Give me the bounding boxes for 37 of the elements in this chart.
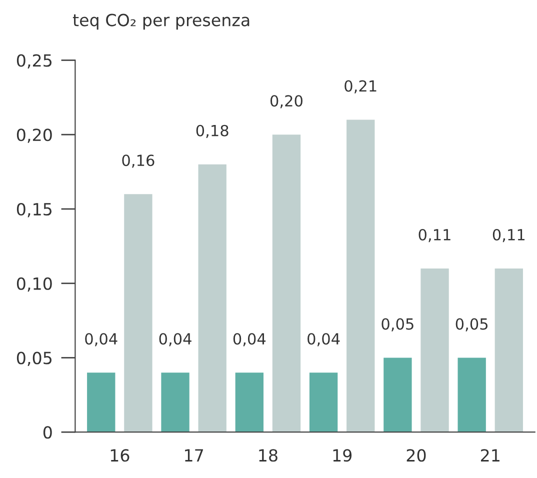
bar — [458, 358, 486, 432]
bar — [272, 134, 301, 432]
y-axis-title: teq CO₂ per presenza — [72, 14, 250, 30]
y-tick-label: 0,05 — [16, 352, 52, 366]
data-label: 0,11 — [418, 228, 450, 242]
y-tick-label: 0,20 — [16, 128, 52, 143]
y-tick-label: 0,15 — [16, 202, 52, 218]
data-label: 0,05 — [382, 318, 414, 332]
y-tick-label: 0 — [43, 426, 52, 439]
y-tick-label: 0,10 — [16, 277, 52, 292]
bar — [87, 372, 116, 432]
bar — [309, 372, 338, 432]
data-label: 0,20 — [270, 95, 302, 108]
x-tick-label: 16 — [110, 449, 130, 462]
bar — [420, 268, 449, 432]
data-label: 0,04 — [85, 333, 118, 346]
data-label: 0,04 — [159, 333, 192, 346]
x-tick-label: 18 — [259, 449, 278, 462]
data-label: 0,05 — [456, 318, 488, 332]
x-tick-label: 21 — [480, 449, 500, 462]
bar — [124, 194, 152, 432]
bar — [235, 372, 264, 432]
bar — [384, 358, 412, 432]
data-label: 0,16 — [122, 154, 154, 168]
data-label: 0,21 — [344, 80, 376, 94]
data-label: 0,11 — [492, 228, 524, 242]
bar — [198, 164, 226, 432]
data-label: 0,04 — [308, 333, 340, 346]
y-tick-label: 0,25 — [16, 54, 52, 68]
bar — [161, 372, 190, 432]
x-tick-label: 20 — [406, 449, 426, 462]
data-label: 0,04 — [233, 333, 266, 346]
x-tick-label: 19 — [333, 449, 352, 462]
bar — [494, 268, 523, 432]
bar — [346, 120, 375, 432]
x-tick-label: 17 — [185, 449, 203, 462]
data-label: 0,18 — [196, 124, 228, 138]
